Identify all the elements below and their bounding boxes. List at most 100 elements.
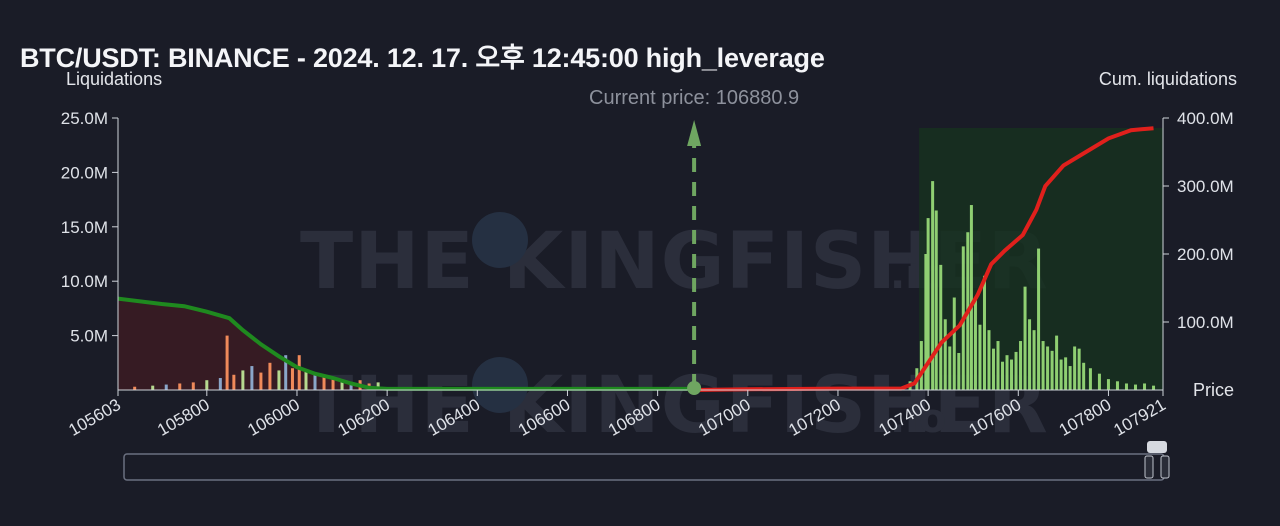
short-liquidation-bar xyxy=(241,370,245,390)
long-liquidation-bar xyxy=(1037,248,1041,390)
current-price-label: Current price: 106880.9 xyxy=(589,87,799,109)
short-liquidation-bar xyxy=(225,335,229,390)
range-slider-handle-left[interactable] xyxy=(1144,455,1154,479)
x-tick-label: 105603 xyxy=(65,395,124,440)
long-liquidation-bar xyxy=(1028,319,1032,390)
long-liquidation-bar xyxy=(948,346,952,390)
long-liquidation-bar xyxy=(1019,341,1023,390)
y2-tick-label: 300.0M xyxy=(1177,177,1234,196)
long-liquidation-bar xyxy=(1023,286,1027,390)
y2-tick-label: 100.0M xyxy=(1177,313,1234,332)
x-tick-label: 107921 xyxy=(1110,395,1169,440)
short-cum-line xyxy=(117,296,694,391)
long-liquidation-bar xyxy=(943,319,947,390)
long-liquidation-bar xyxy=(919,341,923,390)
long-liquidation-bar xyxy=(1077,348,1081,390)
long-liquidation-bar xyxy=(1050,350,1054,390)
short-liquidation-bar xyxy=(297,355,301,390)
short-liquidation-bar xyxy=(284,355,288,390)
short-liquidation-bar xyxy=(164,384,168,390)
kingfisher-logo-icon xyxy=(472,357,528,413)
long-liquidation-bar xyxy=(924,254,928,390)
long-liquidation-bar xyxy=(957,353,961,390)
long-liquidation-bar xyxy=(973,297,977,390)
y-axis-title: Liquidations xyxy=(66,69,163,89)
long-liquidation-bar xyxy=(1046,346,1050,390)
short-liquidation-bar xyxy=(250,366,254,390)
chart-title: BTC/USDT: BINANCE - 2024. 12. 17. 오후 12:… xyxy=(20,43,825,73)
x-tick-label: 105800 xyxy=(154,395,213,440)
long-liquidation-bar xyxy=(1041,341,1045,390)
long-liquidation-bar xyxy=(952,297,956,390)
short-liquidation-bar xyxy=(232,374,236,390)
y2-axis-title: Cum. liquidations xyxy=(1098,69,1237,89)
short-liquidation-bar xyxy=(376,382,380,390)
long-liquidation-bar xyxy=(1032,330,1036,390)
short-liquidation-bar xyxy=(313,373,317,390)
current-price-marker xyxy=(687,381,702,395)
y2-tick-label: 400.0M xyxy=(1177,109,1234,128)
short-liquidation-bar xyxy=(290,368,294,390)
short-liquidation-bar xyxy=(191,382,195,390)
long-cum-area xyxy=(919,128,1163,390)
long-cum-line xyxy=(693,126,1154,392)
short-cum-area xyxy=(118,298,388,390)
range-slider-grip-icon[interactable] xyxy=(1147,441,1167,453)
long-liquidation-bar xyxy=(969,205,973,390)
x-axis-title: Price xyxy=(1193,380,1234,400)
long-liquidation-bar xyxy=(934,210,938,390)
range-slider-track[interactable] xyxy=(123,453,1165,481)
short-liquidation-bar xyxy=(151,385,155,390)
x-tick-label: 106000 xyxy=(244,395,303,440)
long-liquidation-bar xyxy=(931,181,935,390)
short-liquidation-bar xyxy=(277,370,281,390)
range-slider-handle-right[interactable] xyxy=(1160,455,1170,479)
long-liquidation-bar xyxy=(1073,346,1077,390)
y-tick-label: 25.0M xyxy=(61,109,108,128)
short-liquidation-bar xyxy=(133,386,137,390)
short-liquidation-bar xyxy=(259,372,263,390)
long-liquidation-bar xyxy=(1005,355,1009,390)
long-liquidation-bar xyxy=(1115,381,1119,390)
long-liquidation-bar xyxy=(1064,357,1068,390)
long-liquidation-bar xyxy=(1010,359,1014,390)
long-liquidation-bar xyxy=(1097,373,1101,390)
current-price-arrow-icon xyxy=(687,120,702,146)
long-liquidation-bar xyxy=(987,330,991,390)
long-liquidation-bar xyxy=(982,275,986,390)
long-liquidation-bar xyxy=(1152,385,1156,390)
long-liquidation-bar xyxy=(926,218,930,390)
long-liquidation-bar xyxy=(1001,361,1005,390)
short-liquidation-bar xyxy=(178,383,182,390)
short-liquidation-bar xyxy=(340,380,344,390)
short-liquidation-bar xyxy=(331,379,335,390)
long-liquidation-bar xyxy=(1068,366,1072,390)
watermark-suffix: .io xyxy=(890,396,946,442)
short-liquidation-bar xyxy=(205,380,209,390)
y-tick-label: 15.0M xyxy=(61,218,108,237)
short-liquidation-bar xyxy=(268,362,272,390)
long-liquidation-bar xyxy=(991,348,995,390)
long-liquidation-bar xyxy=(1143,383,1147,390)
short-liquidation-bar xyxy=(304,369,308,390)
short-liquidation-bar xyxy=(349,382,353,390)
long-liquidation-bar xyxy=(1014,351,1018,390)
long-liquidation-bar xyxy=(1088,368,1092,390)
y-tick-label: 10.0M xyxy=(61,272,108,291)
long-liquidation-bar xyxy=(1055,335,1059,390)
long-liquidation-bar xyxy=(1059,359,1063,390)
long-liquidation-bar xyxy=(996,341,1000,390)
short-liquidation-bar xyxy=(322,376,326,390)
long-liquidation-bar xyxy=(939,264,943,390)
long-liquidation-bar xyxy=(1082,362,1086,390)
y2-tick-label: 200.0M xyxy=(1177,245,1234,264)
kingfisher-logo-icon xyxy=(472,212,528,268)
long-liquidation-bar xyxy=(1124,383,1128,390)
x-tick-label: 107800 xyxy=(1056,395,1115,440)
y-tick-label: 5.0M xyxy=(70,327,108,346)
y-tick-label: 20.0M xyxy=(61,163,108,182)
short-liquidation-bar xyxy=(218,378,222,390)
long-liquidation-bar xyxy=(978,324,982,390)
long-liquidation-bar xyxy=(1134,384,1137,390)
